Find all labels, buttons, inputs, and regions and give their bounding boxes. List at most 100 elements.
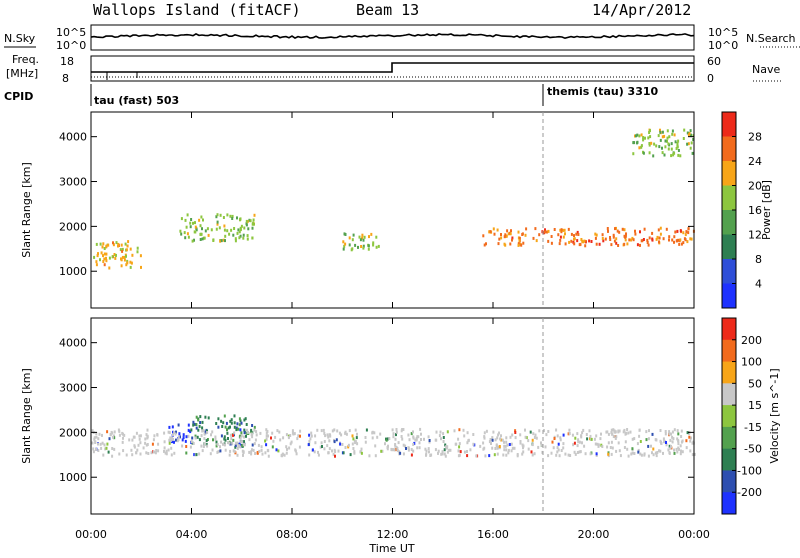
range-cell: [488, 454, 491, 458]
range-cell: [223, 224, 226, 228]
range-cell: [614, 227, 616, 231]
colorbar-segment: [722, 492, 736, 515]
range-cell: [317, 450, 319, 454]
range-cell: [651, 237, 654, 241]
range-cell: [657, 228, 660, 232]
range-cell: [331, 449, 333, 453]
range-cell: [171, 440, 173, 444]
range-cell: [631, 236, 634, 240]
range-cell: [685, 446, 688, 450]
range-cell: [245, 222, 248, 226]
range-cell: [228, 441, 231, 445]
range-cell: [129, 265, 132, 269]
range-cell: [577, 440, 580, 444]
range-cell: [326, 433, 329, 437]
range-cell: [192, 420, 195, 424]
range-cell: [600, 432, 602, 436]
range-cell: [556, 446, 559, 450]
range-cell: [636, 141, 638, 145]
range-cell: [108, 256, 111, 260]
range-cell: [229, 449, 232, 453]
range-cell: [224, 448, 227, 452]
range-cell: [243, 226, 246, 230]
range-cell: [567, 453, 570, 457]
range-cell: [323, 440, 326, 443]
range-cell: [513, 446, 516, 450]
range-cell: [223, 437, 226, 441]
range-cell: [146, 436, 149, 440]
range-cell: [371, 436, 374, 440]
range-cell: [657, 134, 660, 138]
range-cell: [120, 243, 123, 247]
range-cell: [668, 235, 671, 239]
range-cell: [677, 238, 680, 242]
range-cell: [560, 230, 563, 234]
range-cell: [547, 454, 550, 458]
range-cell: [155, 449, 158, 452]
range-cell: [485, 242, 487, 246]
range-cell: [428, 439, 431, 442]
range-cell: [491, 436, 494, 440]
range-cell: [354, 428, 357, 432]
range-cell: [120, 264, 123, 268]
range-cell: [462, 428, 465, 432]
noise-sky-line: [90, 32, 695, 40]
range-cell: [238, 230, 241, 234]
range-cell: [182, 436, 185, 440]
range-cell: [242, 236, 245, 240]
range-cell: [299, 434, 301, 438]
range-cell: [93, 437, 96, 441]
range-cell: [352, 437, 355, 441]
range-cell: [220, 440, 223, 444]
range-cell: [670, 142, 673, 146]
range-cell: [129, 247, 132, 251]
range-cell: [207, 233, 210, 237]
range-cell: [672, 153, 675, 157]
range-cell: [223, 435, 226, 439]
range-cell: [668, 444, 671, 448]
range-cell: [145, 451, 148, 455]
range-cell: [652, 447, 655, 451]
range-cell: [113, 447, 116, 451]
range-cell: [671, 440, 674, 444]
range-cell: [680, 435, 683, 438]
range-cell: [271, 431, 274, 435]
range-cell: [136, 250, 139, 254]
range-cell: [555, 453, 558, 457]
range-cell: [198, 424, 201, 428]
range-cell: [348, 243, 351, 247]
range-cell: [317, 453, 320, 457]
range-cell: [103, 443, 106, 447]
colorbar-tick-label: 24: [748, 155, 762, 168]
range-cell: [594, 236, 597, 240]
date-title: 14/Apr/2012: [592, 1, 691, 19]
range-cell: [544, 230, 546, 234]
range-cell: [233, 227, 236, 230]
range-cell: [573, 242, 576, 246]
range-cell: [483, 243, 486, 247]
range-cell: [308, 453, 311, 457]
y-tick-label: 3000: [59, 176, 87, 189]
range-cell: [573, 441, 576, 445]
range-cell: [335, 438, 338, 442]
range-cell: [236, 231, 239, 235]
range-cell: [195, 453, 198, 457]
range-cell: [568, 428, 571, 432]
range-cell: [243, 428, 246, 432]
range-cell: [242, 450, 245, 454]
range-cell: [125, 248, 128, 252]
range-cell: [505, 453, 508, 457]
range-cell: [119, 248, 122, 252]
range-cell: [677, 139, 680, 143]
range-cell: [651, 432, 654, 436]
range-cell: [154, 451, 157, 455]
range-cell: [684, 238, 687, 242]
range-cell: [653, 142, 656, 146]
range-cell: [125, 254, 127, 258]
range-cell: [362, 238, 365, 242]
range-cell: [91, 441, 94, 445]
range-cell: [348, 236, 351, 240]
range-cell: [679, 444, 682, 448]
range-cell: [232, 433, 234, 437]
range-cell: [602, 239, 605, 243]
